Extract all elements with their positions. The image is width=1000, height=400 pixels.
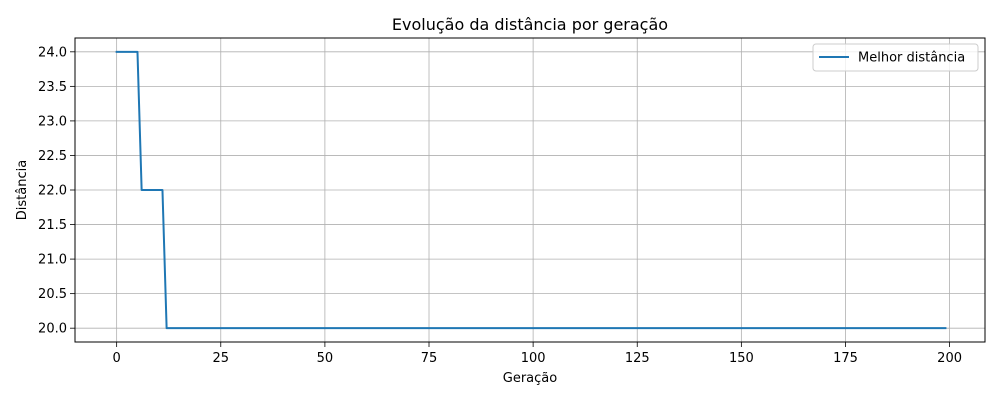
legend-label: Melhor distância	[858, 51, 965, 66]
series-layer	[115, 50, 947, 330]
series-line-melhor-distancia	[115, 50, 947, 330]
y-tick-label: 22.5	[38, 149, 67, 164]
y-tick-label: 20.0	[38, 322, 67, 337]
y-tick-label: 23.0	[38, 114, 67, 129]
x-tick-label: 25	[212, 351, 229, 366]
grid	[75, 38, 985, 342]
y-tick-label: 21.0	[38, 253, 67, 268]
y-tick-label: 24.0	[38, 45, 67, 60]
x-tick-label: 50	[317, 351, 334, 366]
x-tick-label: 175	[833, 351, 858, 366]
x-tick-label: 200	[937, 351, 962, 366]
ticks: 0 25 50 75 100 125 150 175 200 20.0 20.5 21.0 21.5 22…	[38, 45, 962, 366]
x-tick-label: 0	[113, 351, 121, 366]
plot-frame	[74, 37, 986, 343]
y-tick-label: 21.5	[38, 218, 67, 233]
chart-title: Evolução da distância por geração	[392, 15, 668, 34]
x-tick-label: 100	[521, 351, 546, 366]
legend-box	[812, 43, 979, 72]
x-tick-label: 150	[729, 351, 754, 366]
x-tick-label: 125	[625, 351, 650, 366]
y-tick-label: 20.5	[38, 287, 67, 302]
legend: Melhor distância	[812, 43, 979, 72]
x-axis-title: Geração	[503, 371, 557, 386]
y-tick-label: 23.5	[38, 80, 67, 95]
y-tick-label: 22.0	[38, 184, 67, 199]
y-axis-title: Distância	[15, 160, 30, 220]
x-tick-label: 75	[421, 351, 438, 366]
